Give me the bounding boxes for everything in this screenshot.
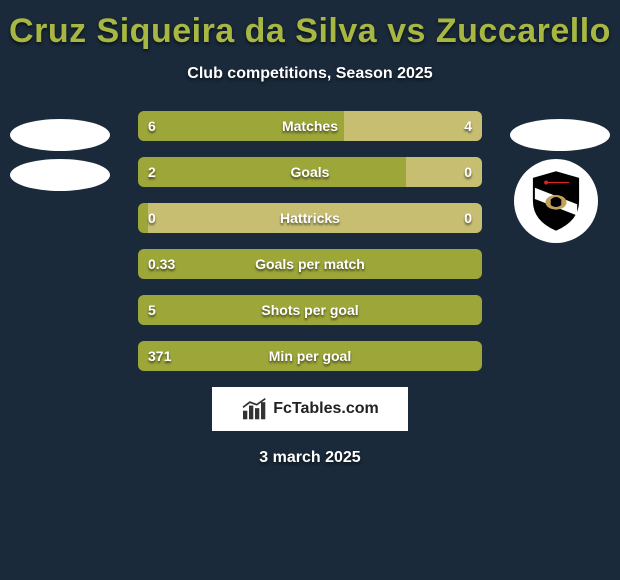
stat-label: Shots per goal [261,302,358,318]
stat-left-value: 0.33 [148,256,175,272]
left-badge-1 [10,119,110,151]
stat-label: Hattricks [280,210,340,226]
stat-label: Goals per match [255,256,365,272]
stat-left-value: 0 [148,210,156,226]
right-team-badges [500,111,620,251]
stat-left-value: 371 [148,348,171,364]
stat-label: Goals [291,164,330,180]
bar-right [344,111,482,141]
left-badge-2 [10,159,110,191]
stat-right-value: 0 [464,164,472,180]
shield-icon [523,168,589,234]
stat-row: Matches 6 4 [138,111,482,141]
bar-left [138,157,406,187]
subtitle: Club competitions, Season 2025 [0,65,620,83]
stat-bars: Matches 6 4 Goals 2 0 Hattricks 0 0 Goals per mat… [138,111,482,371]
left-team-badges [0,111,120,199]
brand-box: FcTables.com [212,387,408,431]
right-badge-vasco [514,159,598,243]
right-badge-1 [510,119,610,151]
stat-label: Matches [282,118,338,134]
date-label: 3 march 2025 [0,449,620,467]
stat-left-value: 2 [148,164,156,180]
stat-right-value: 4 [464,118,472,134]
chart-icon [241,397,269,421]
stat-left-value: 6 [148,118,156,134]
comparison-container: Matches 6 4 Goals 2 0 Hattricks 0 0 Goals per mat… [0,111,620,371]
stat-row: Min per goal 371 [138,341,482,371]
brand-label: FcTables.com [273,400,379,418]
stat-row: Shots per goal 5 [138,295,482,325]
page-title: Cruz Siqueira da Silva vs Zuccarello [0,0,620,51]
stat-left-value: 5 [148,302,156,318]
stat-row: Goals 2 0 [138,157,482,187]
stat-label: Min per goal [269,348,351,364]
stat-row: Goals per match 0.33 [138,249,482,279]
stat-right-value: 0 [464,210,472,226]
bar-left [138,203,148,233]
stat-row: Hattricks 0 0 [138,203,482,233]
